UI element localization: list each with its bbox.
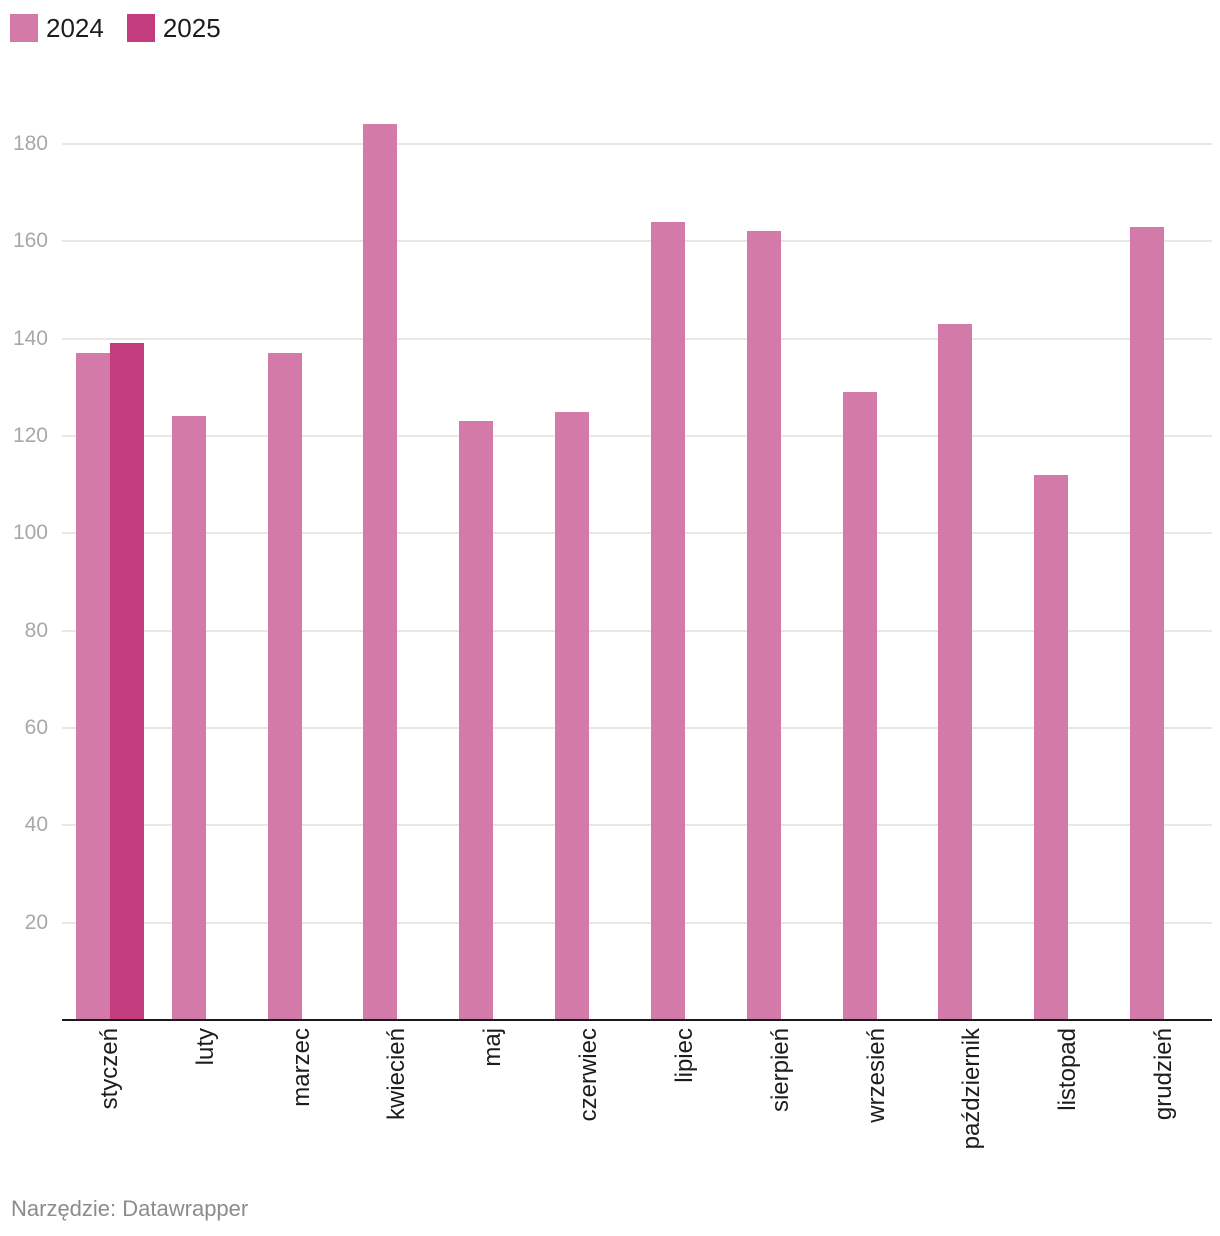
bar-2024-czerwiec [555, 411, 590, 1020]
legend-label: 2024 [46, 13, 104, 43]
gridline [62, 921, 1212, 924]
chart-footer: Narzędzie: Datawrapper [11, 1196, 249, 1221]
gridline [62, 240, 1212, 243]
x-axis-line [62, 1019, 1212, 1021]
bar-2024-sierpień [746, 231, 781, 1020]
bar-2024-lipiec [650, 221, 685, 1020]
bar-2024-luty [171, 416, 206, 1020]
bar-2024-maj [459, 421, 494, 1020]
x-tick-label-wrzesień: wrzesień [862, 1028, 890, 1123]
x-tick-label-październik: październik [958, 1028, 986, 1150]
y-tick-label: 80 [24, 618, 48, 642]
legend-label: 2025 [162, 13, 221, 43]
gridline [62, 337, 1212, 340]
bar-2024-grudzień [1130, 226, 1165, 1020]
y-tick-label: 120 [12, 423, 48, 447]
x-tick-label-listopad: listopad [1054, 1028, 1082, 1111]
legend: 2024 2025 [10, 14, 221, 42]
x-tick-label-styczeń: styczeń [95, 1028, 123, 1110]
x-tick-label-marzec: marzec [287, 1028, 315, 1107]
gridline [62, 824, 1212, 827]
y-tick-label: 20 [24, 910, 48, 934]
gridline [62, 629, 1212, 632]
x-tick-label-sierpień: sierpień [766, 1028, 794, 1113]
y-axis-labels: 20 40 60 80 100 120 140 160 180 [0, 100, 48, 1020]
bar-2024-kwiecień [363, 124, 398, 1020]
x-tick-label-kwiecień: kwiecień [383, 1028, 411, 1121]
gridline [62, 434, 1212, 437]
legend-item-2024: 2024 [10, 14, 104, 42]
y-tick-label: 60 [24, 715, 48, 739]
y-tick-label: 40 [24, 813, 48, 837]
x-tick-label-maj: maj [479, 1028, 507, 1067]
bar-2025-styczeń [109, 343, 144, 1020]
legend-item-2025: 2025 [126, 13, 221, 43]
x-tick-label-lipiec: lipiec [670, 1028, 698, 1083]
x-tick-label-grudzień: grudzień [1150, 1028, 1178, 1121]
x-tick-label-czerwiec: czerwiec [575, 1028, 603, 1122]
bar-2024-marzec [267, 353, 302, 1020]
y-tick-label: 180 [12, 131, 48, 155]
bar-2024-październik [938, 323, 973, 1020]
gridline [62, 142, 1212, 145]
y-tick-label: 100 [12, 521, 48, 545]
plot-area [62, 100, 1212, 1020]
y-tick-label: 140 [12, 326, 48, 350]
legend-swatch-2024 [10, 14, 38, 42]
bar-2024-styczeń [75, 353, 110, 1020]
y-tick-label: 160 [12, 229, 48, 253]
gridline [62, 726, 1212, 729]
gridline [62, 532, 1212, 535]
bar-2024-listopad [1034, 474, 1069, 1020]
x-tick-label-luty: luty [191, 1028, 219, 1066]
bar-2024-wrzesień [842, 392, 877, 1020]
legend-swatch-2025 [126, 14, 155, 42]
